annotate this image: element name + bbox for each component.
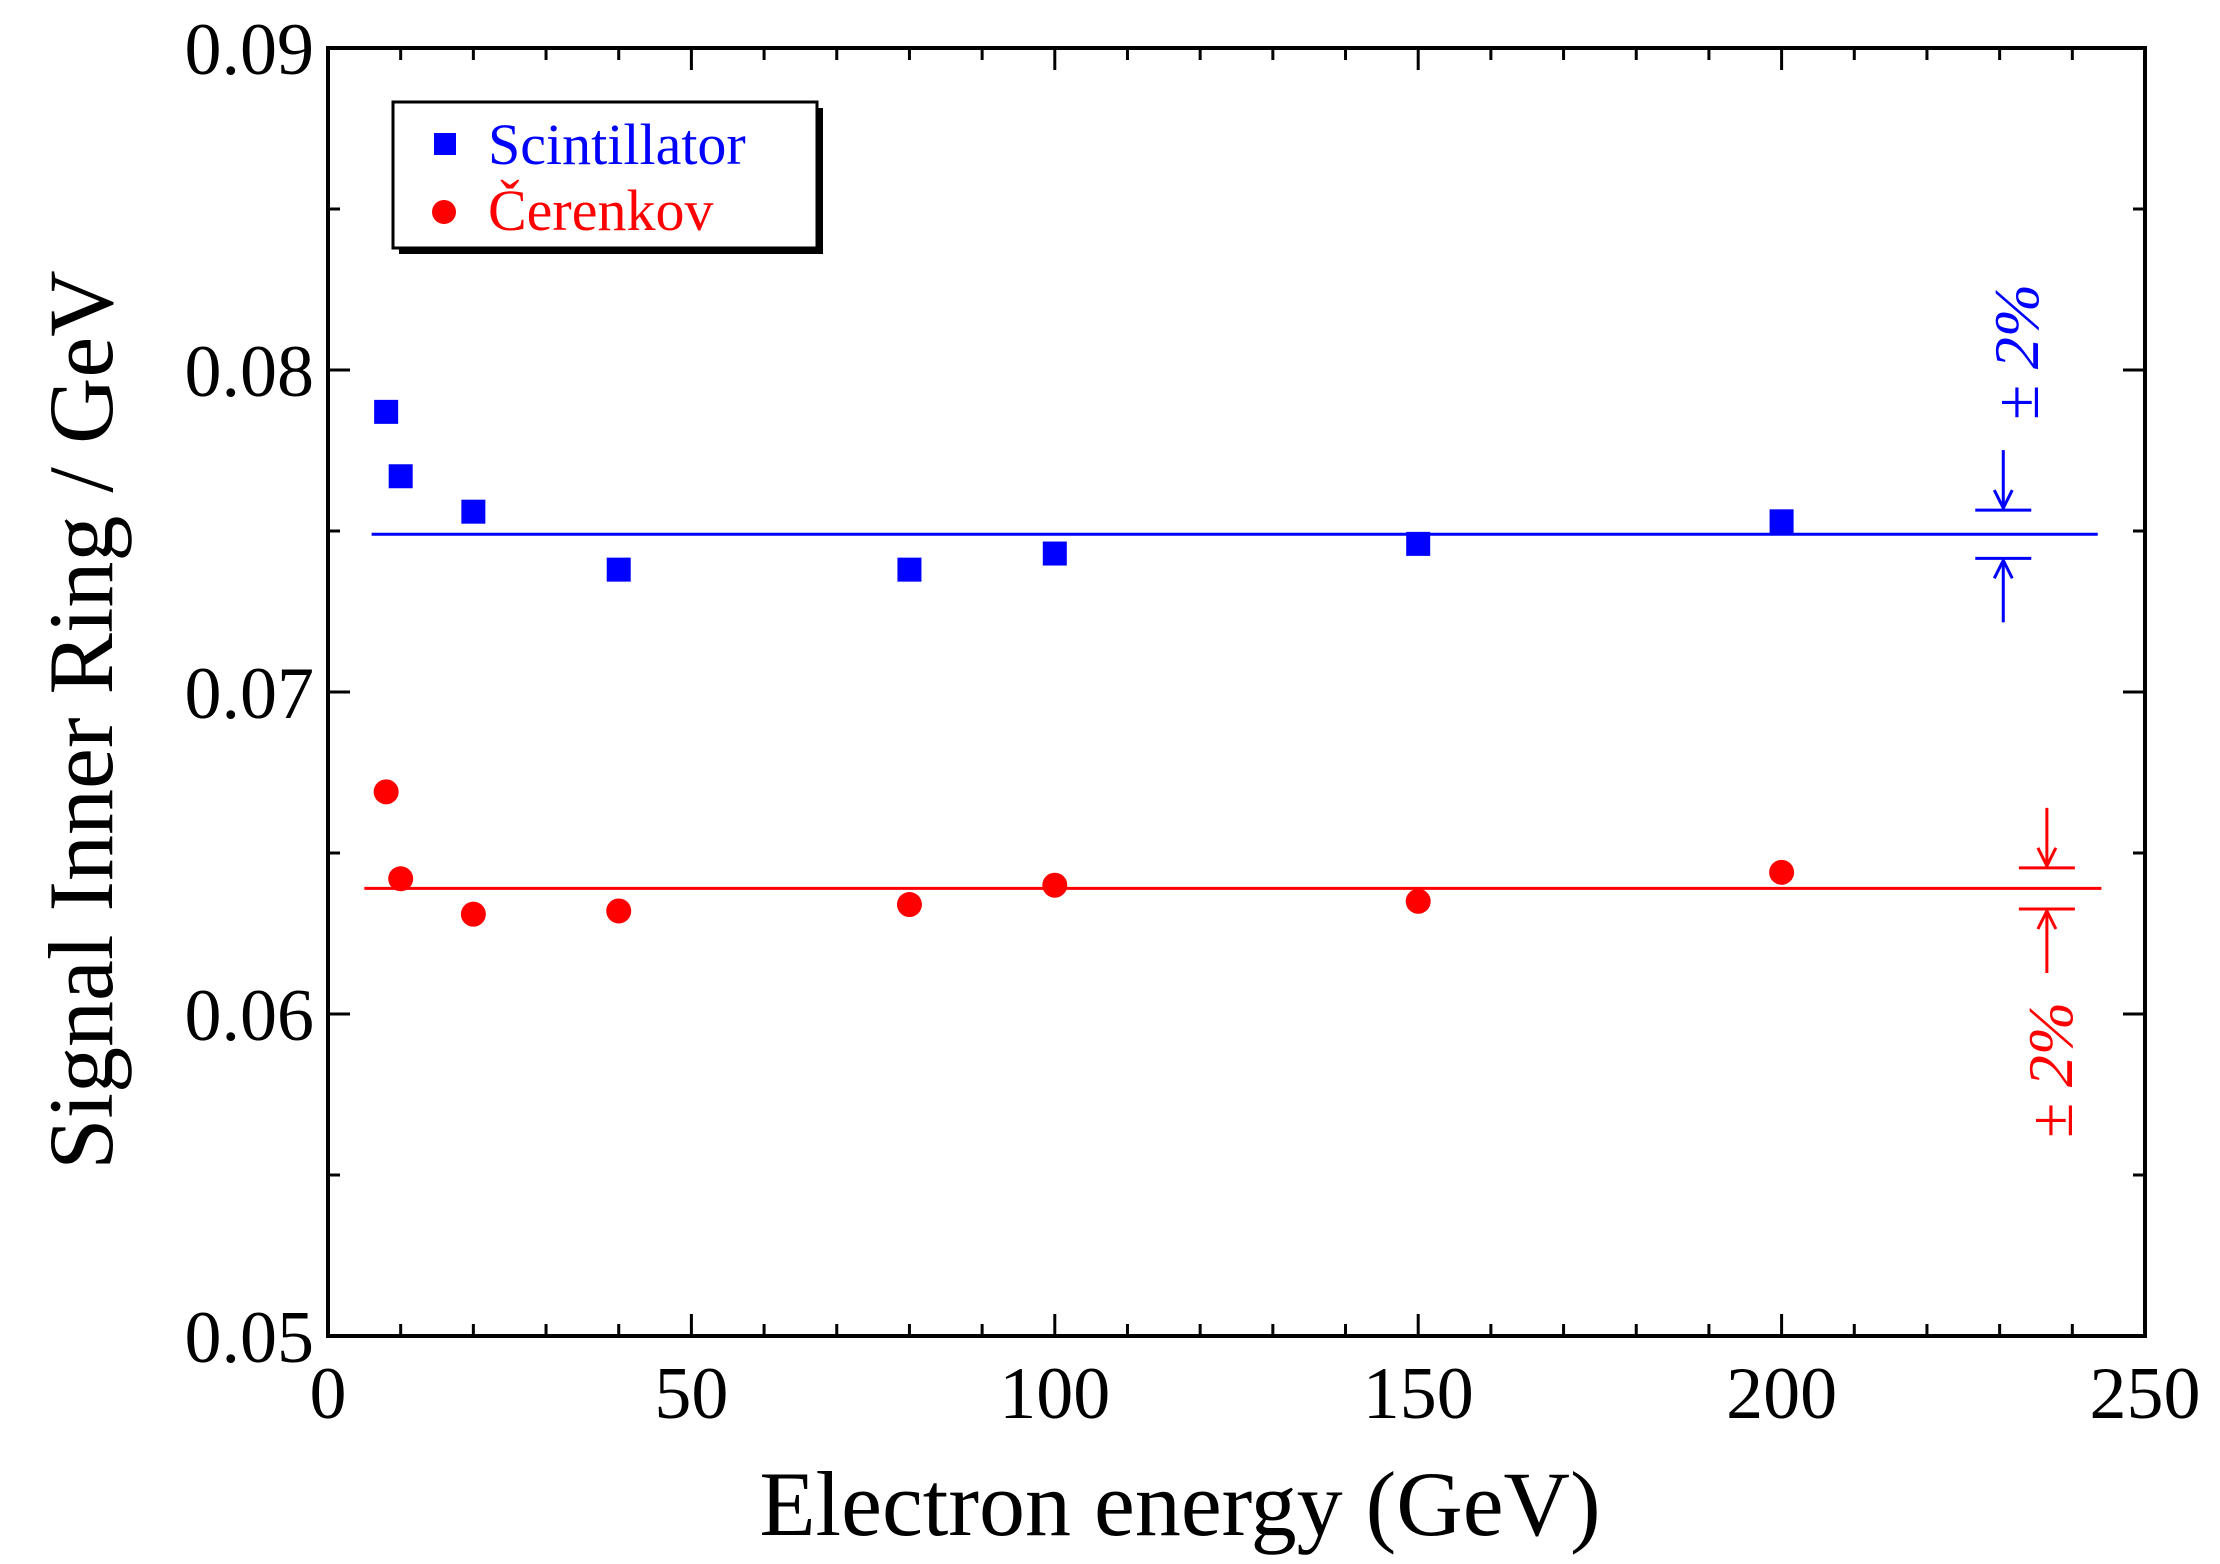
legend-label-cerenkov: Čerenkov — [488, 178, 714, 243]
x-tick-label: 250 — [2090, 1353, 2201, 1435]
point-scintillator — [1769, 509, 1794, 534]
y-tick-label: 0.05 — [185, 1297, 315, 1379]
point-cerenkov — [373, 779, 399, 805]
legend: Scintillator Čerenkov — [391, 100, 823, 254]
legend-marker-scintillator — [434, 133, 456, 155]
point-scintillator — [1406, 531, 1431, 556]
y-tick-label: 0.07 — [185, 653, 315, 735]
point-scintillator — [374, 399, 399, 424]
y-tick-label: 0.06 — [185, 975, 315, 1057]
x-tick-label: 150 — [1363, 1353, 1474, 1435]
legend-label-scintillator: Scintillator — [488, 112, 746, 177]
band-arrowhead-down-scintillator — [1992, 489, 2014, 512]
x-tick-label: 0 — [310, 1353, 347, 1435]
point-scintillator — [606, 557, 631, 582]
point-cerenkov — [606, 898, 632, 924]
axis-ticks: 0 50 100 150 200 250 0.05 0.06 0.07 0.08 0.09 — [185, 9, 2201, 1435]
point-cerenkov — [1405, 888, 1431, 914]
annotation-cerenkov-band: ± 2% — [2015, 1002, 2086, 1138]
y-tick-label: 0.08 — [185, 331, 315, 413]
x-tick-label: 100 — [999, 1353, 1110, 1435]
point-cerenkov — [1769, 859, 1795, 885]
band-arrowhead-down-cerenkov — [2036, 847, 2058, 870]
band-arrowhead-up-scintillator — [1992, 556, 2014, 580]
point-cerenkov — [460, 901, 486, 927]
y-tick-label: 0.09 — [185, 9, 315, 91]
annotation-scintillator-band: ± 2% — [1981, 284, 2052, 420]
legend-marker-cerenkov — [432, 200, 456, 224]
x-tick-label: 50 — [654, 1353, 728, 1435]
mean-lines — [364, 532, 2102, 890]
point-scintillator — [461, 499, 486, 524]
band-arrowhead-up-cerenkov — [2036, 907, 2058, 930]
point-cerenkov — [388, 866, 414, 892]
data-points — [373, 399, 1795, 927]
point-scintillator — [388, 464, 413, 489]
plot-frame — [326, 46, 2147, 1338]
x-tick-label: 200 — [1726, 1353, 1837, 1435]
band-markers — [1975, 450, 2075, 973]
point-cerenkov — [896, 892, 922, 918]
point-cerenkov — [1042, 872, 1068, 898]
x-axis-label: Electron energy (GeV) — [759, 1453, 1600, 1555]
legend-box — [391, 100, 819, 250]
point-scintillator — [897, 557, 922, 582]
point-scintillator — [1042, 541, 1067, 566]
y-axis-label: Signal Inner Ring / GeV — [30, 270, 132, 1169]
